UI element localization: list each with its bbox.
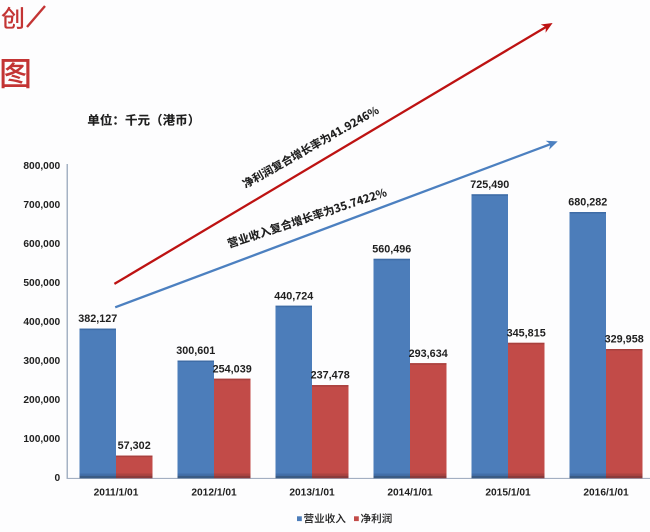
svg-text:293,634: 293,634 <box>409 348 448 360</box>
svg-text:345,815: 345,815 <box>507 327 546 339</box>
svg-text:680,282: 680,282 <box>568 197 607 209</box>
svg-text:440,724: 440,724 <box>274 290 313 302</box>
svg-text:2013/1/01: 2013/1/01 <box>289 488 335 499</box>
svg-text:300,000: 300,000 <box>23 356 60 367</box>
svg-text:2011/1/01: 2011/1/01 <box>94 488 139 499</box>
svg-text:100,000: 100,000 <box>23 434 60 445</box>
svg-text:254,039: 254,039 <box>213 363 252 375</box>
svg-text:2016/1/01: 2016/1/01 <box>583 488 629 499</box>
svg-text:329,958: 329,958 <box>605 334 644 346</box>
svg-text:400,000: 400,000 <box>23 317 60 328</box>
svg-text:725,490: 725,490 <box>470 179 509 191</box>
svg-text:57,302: 57,302 <box>118 440 151 452</box>
svg-text:237,478: 237,478 <box>311 370 350 382</box>
svg-text:560,496: 560,496 <box>372 243 411 255</box>
svg-text:2012/1/01: 2012/1/01 <box>191 488 237 499</box>
svg-text:382,127: 382,127 <box>78 313 117 325</box>
svg-text:500,000: 500,000 <box>23 278 60 289</box>
svg-text:2015/1/01: 2015/1/01 <box>485 488 531 499</box>
svg-text:600,000: 600,000 <box>23 239 60 250</box>
svg-text:800,000: 800,000 <box>23 161 60 172</box>
svg-text:0: 0 <box>55 473 61 484</box>
svg-text:700,000: 700,000 <box>23 200 60 211</box>
svg-text:2014/1/01: 2014/1/01 <box>387 488 433 499</box>
svg-text:300,601: 300,601 <box>176 345 215 357</box>
svg-text:200,000: 200,000 <box>23 395 60 406</box>
